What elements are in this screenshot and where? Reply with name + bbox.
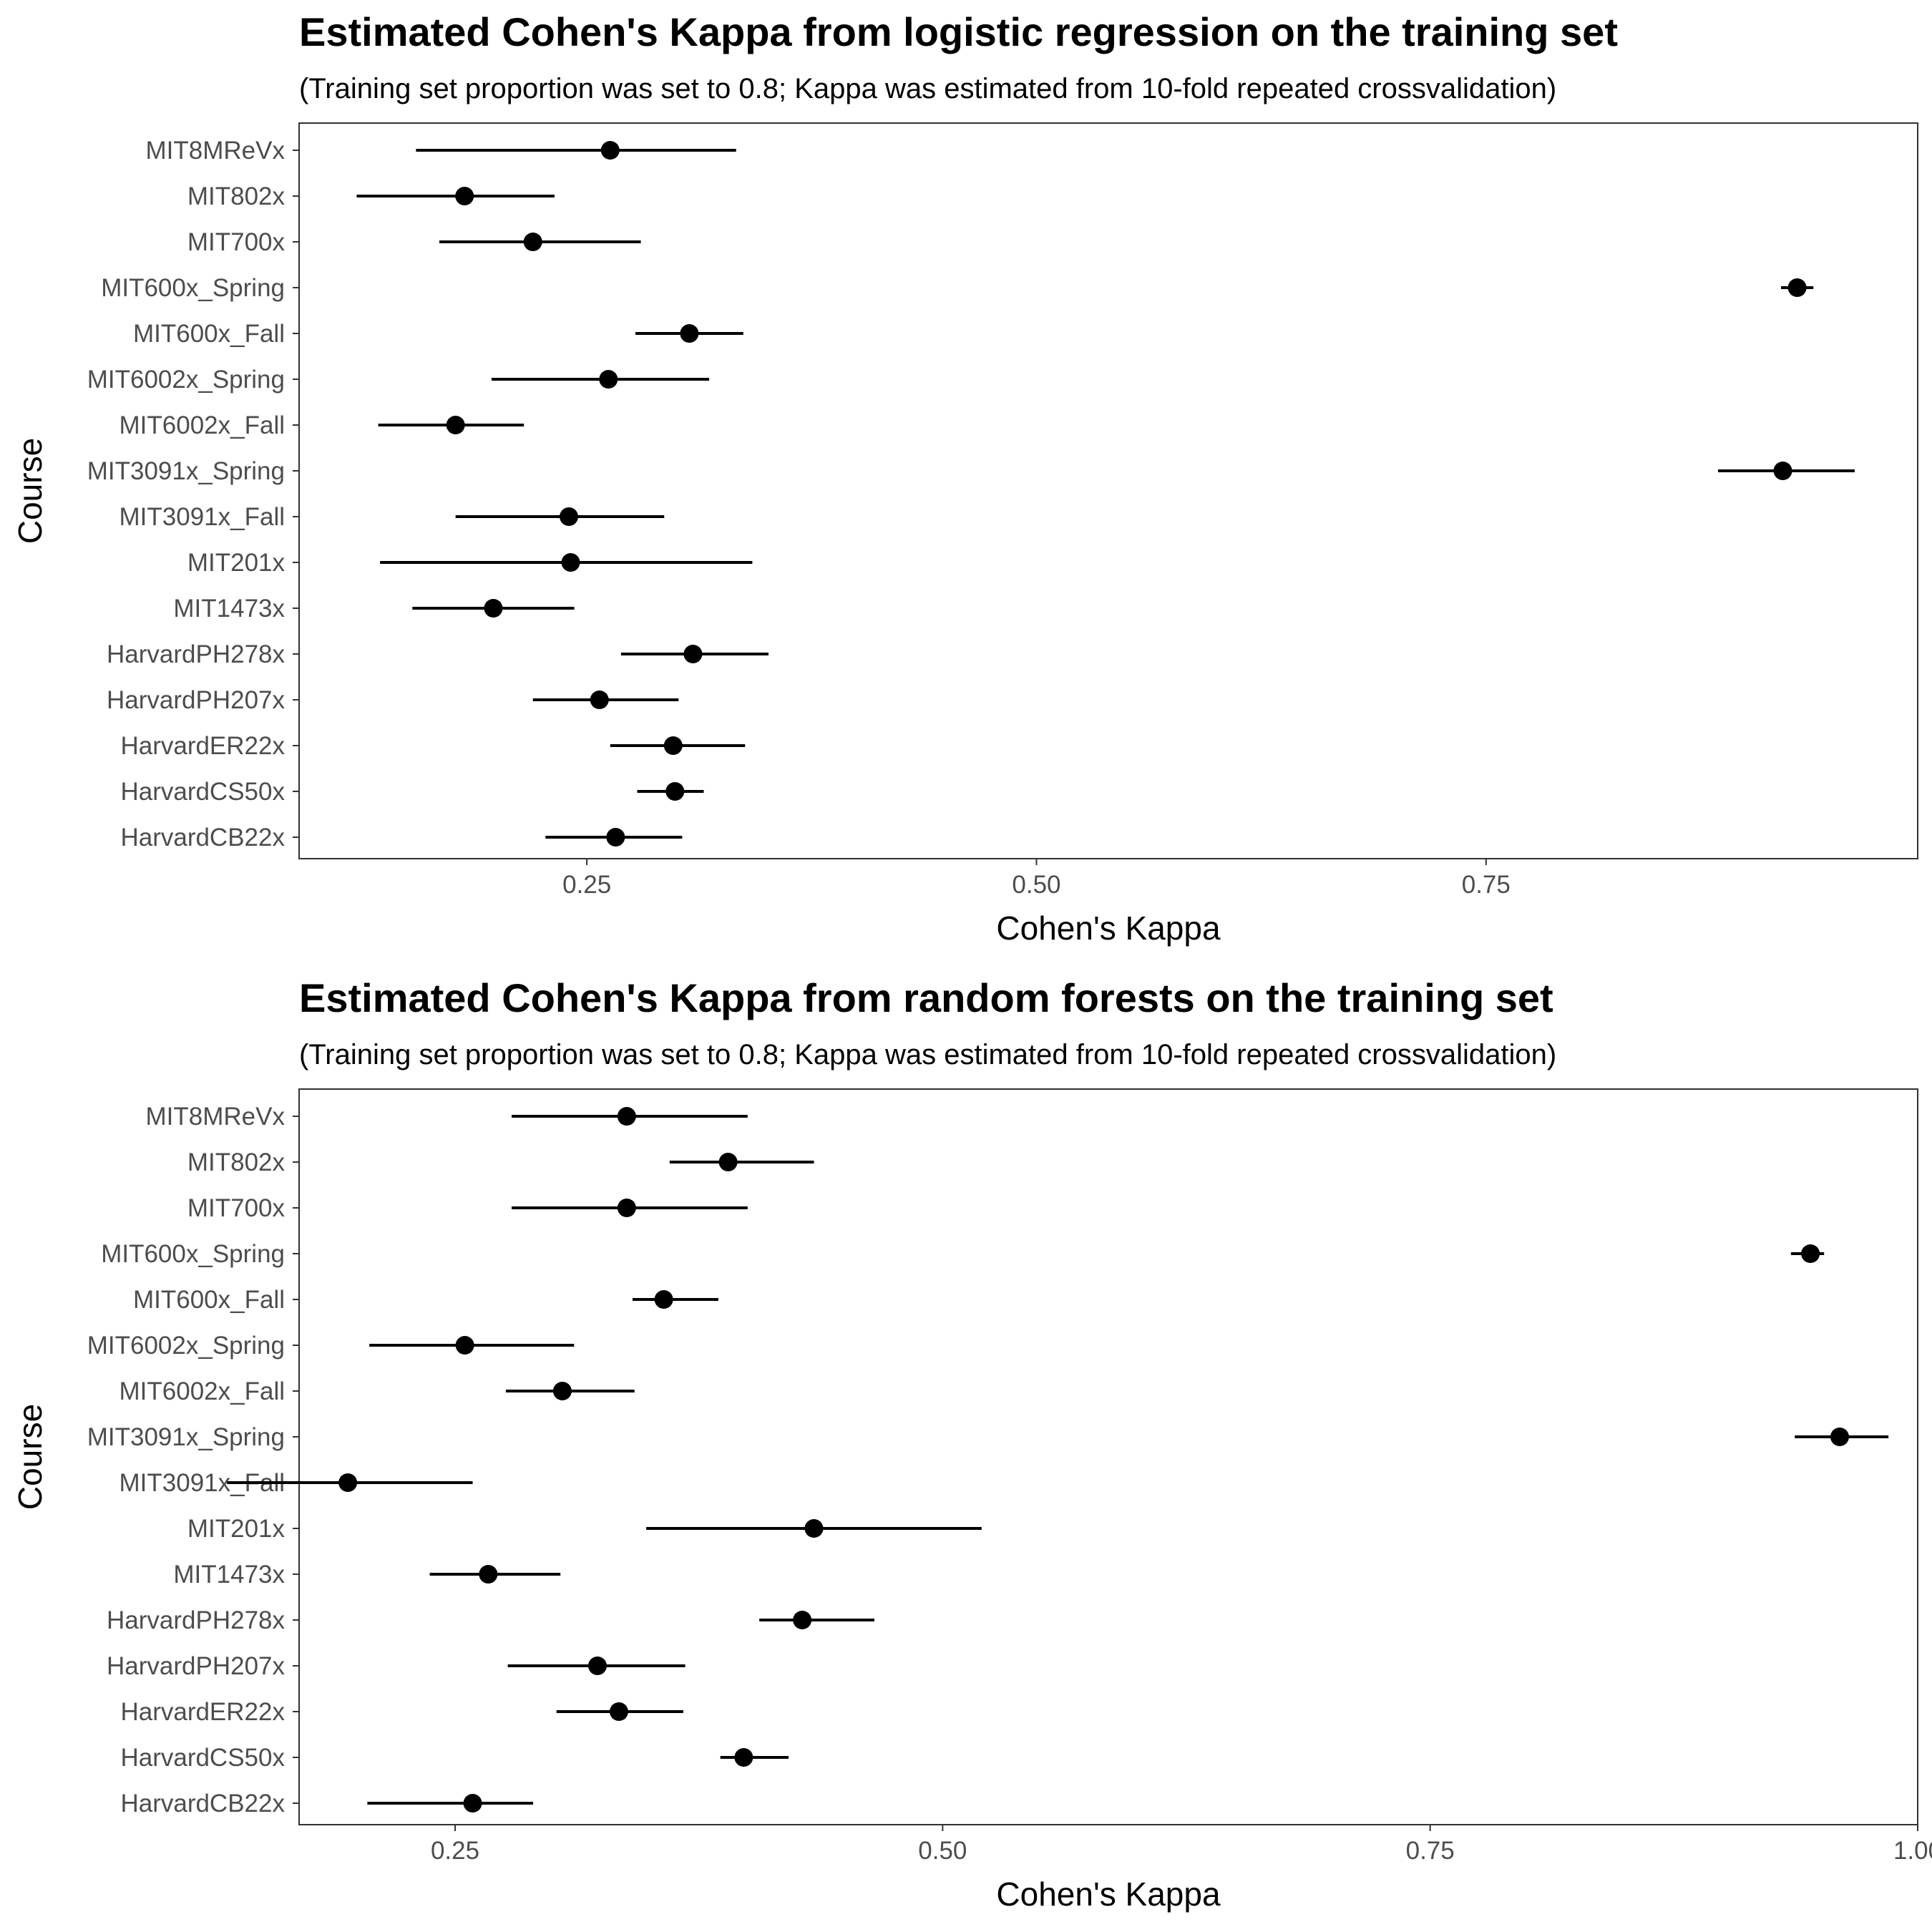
y-tick-label: MIT802x (187, 1148, 286, 1176)
data-point (587, 1657, 607, 1675)
data-point (617, 1107, 636, 1126)
x-tick-label: 0.50 (918, 1837, 967, 1865)
chart-subtitle: (Training set proportion was set to 0.8;… (299, 1039, 1557, 1070)
x-tick-label: 0.25 (431, 1837, 479, 1865)
y-tick-label: MIT3091x_Spring (87, 1423, 285, 1451)
data-point (680, 324, 699, 343)
chart-title: Estimated Cohen's Kappa from random fore… (299, 975, 1553, 1020)
chart-subtitle: (Training set proportion was set to 0.8;… (299, 73, 1557, 104)
data-point (560, 507, 578, 526)
y-tick-label: MIT802x (187, 182, 286, 210)
y-tick-label: MIT1473x (173, 595, 285, 623)
chart-panel-logistic-regression: Estimated Cohen's Kappa from logistic re… (11, 9, 1918, 947)
y-axis-title: Course (11, 1404, 49, 1510)
y-tick-label: MIT6002x_Fall (119, 1377, 285, 1405)
y-tick-label: MIT6002x_Spring (87, 1332, 285, 1360)
data-point (552, 1382, 572, 1400)
data-point (718, 1153, 738, 1171)
y-tick-label: HarvardCB22x (120, 1790, 285, 1818)
data-point (479, 1565, 498, 1584)
data-point (463, 1794, 482, 1813)
data-point (590, 691, 609, 709)
data-point (663, 736, 683, 755)
data-point (599, 370, 618, 389)
y-tick-label: MIT1473x (173, 1561, 285, 1589)
data-point (793, 1611, 812, 1629)
data-point (600, 141, 620, 160)
y-tick-label: MIT3091x_Spring (87, 457, 285, 485)
x-tick-label: 0.75 (1462, 871, 1511, 899)
data-point (1787, 278, 1807, 297)
x-tick-label: 0.50 (1012, 871, 1060, 899)
data-point (1773, 462, 1792, 480)
y-tick-label: MIT6002x_Fall (119, 411, 285, 439)
data-point (665, 782, 685, 801)
y-tick-label: MIT201x (187, 1515, 286, 1543)
chart-panel-random-forests: Estimated Cohen's Kappa from random fore… (0, 966, 1932, 1932)
y-tick-label: MIT3091x_Fall (119, 503, 285, 531)
data-point (734, 1748, 753, 1767)
y-tick-label: HarvardPH278x (107, 640, 285, 668)
data-point (484, 599, 503, 618)
data-point (523, 233, 542, 251)
data-point (455, 1336, 474, 1355)
chart-plot-random-forests: MIT8MReVx MIT802x MIT700x MIT600x_Spring MIT… (11, 1088, 1932, 1913)
chart-title: Estimated Cohen's Kappa from logistic re… (299, 9, 1618, 54)
data-point (804, 1519, 824, 1538)
y-tick-label: MIT700x (187, 228, 286, 256)
data-point (1830, 1428, 1849, 1446)
chart-plot-logistic-regression: MIT8MReVx MIT802x MIT700x MIT600x_Spring MIT… (11, 122, 1918, 947)
y-tick-label: HarvardER22x (120, 1698, 285, 1726)
y-axis-title: Course (11, 438, 49, 544)
y-tick-label: HarvardPH207x (107, 1652, 285, 1680)
y-tick-label: HarvardPH207x (107, 686, 285, 714)
y-tick-label: HarvardCS50x (120, 778, 285, 806)
data-point (561, 553, 580, 572)
y-tick-label: MIT600x_Spring (101, 1240, 285, 1268)
y-tick-label: HarvardPH278x (107, 1606, 285, 1634)
data-point (338, 1473, 358, 1492)
y-tick-label: HarvardCS50x (120, 1744, 285, 1772)
y-tick-label: MIT6002x_Spring (87, 366, 285, 394)
data-point (1801, 1244, 1820, 1263)
x-tick-label: 1.00 (1893, 1837, 1932, 1865)
data-point (455, 187, 474, 205)
y-tick-label: HarvardER22x (120, 732, 285, 760)
data-point (606, 828, 625, 847)
y-tick-label: MIT600x_Fall (133, 320, 285, 348)
data-point (654, 1290, 673, 1309)
y-tick-label: MIT700x (187, 1194, 286, 1222)
y-tick-label: MIT201x (187, 549, 286, 577)
y-tick-label: MIT8MReVx (146, 1103, 286, 1131)
data-point (446, 416, 465, 434)
x-axis-title: Cohen's Kappa (996, 1875, 1221, 1913)
y-tick-label: MIT8MReVx (146, 137, 286, 165)
y-tick-label: HarvardCB22x (120, 824, 285, 852)
y-tick-label: MIT600x_Spring (101, 274, 285, 302)
y-tick-label: MIT600x_Fall (133, 1286, 285, 1314)
plot-panel-border (298, 1088, 1918, 1825)
data-point (617, 1199, 636, 1217)
x-axis-title: Cohen's Kappa (996, 909, 1221, 947)
data-point (683, 645, 703, 663)
plot-panel-border (298, 122, 1918, 859)
data-point (609, 1702, 628, 1721)
x-tick-label: 0.25 (562, 871, 611, 899)
x-tick-label: 0.75 (1406, 1837, 1455, 1865)
